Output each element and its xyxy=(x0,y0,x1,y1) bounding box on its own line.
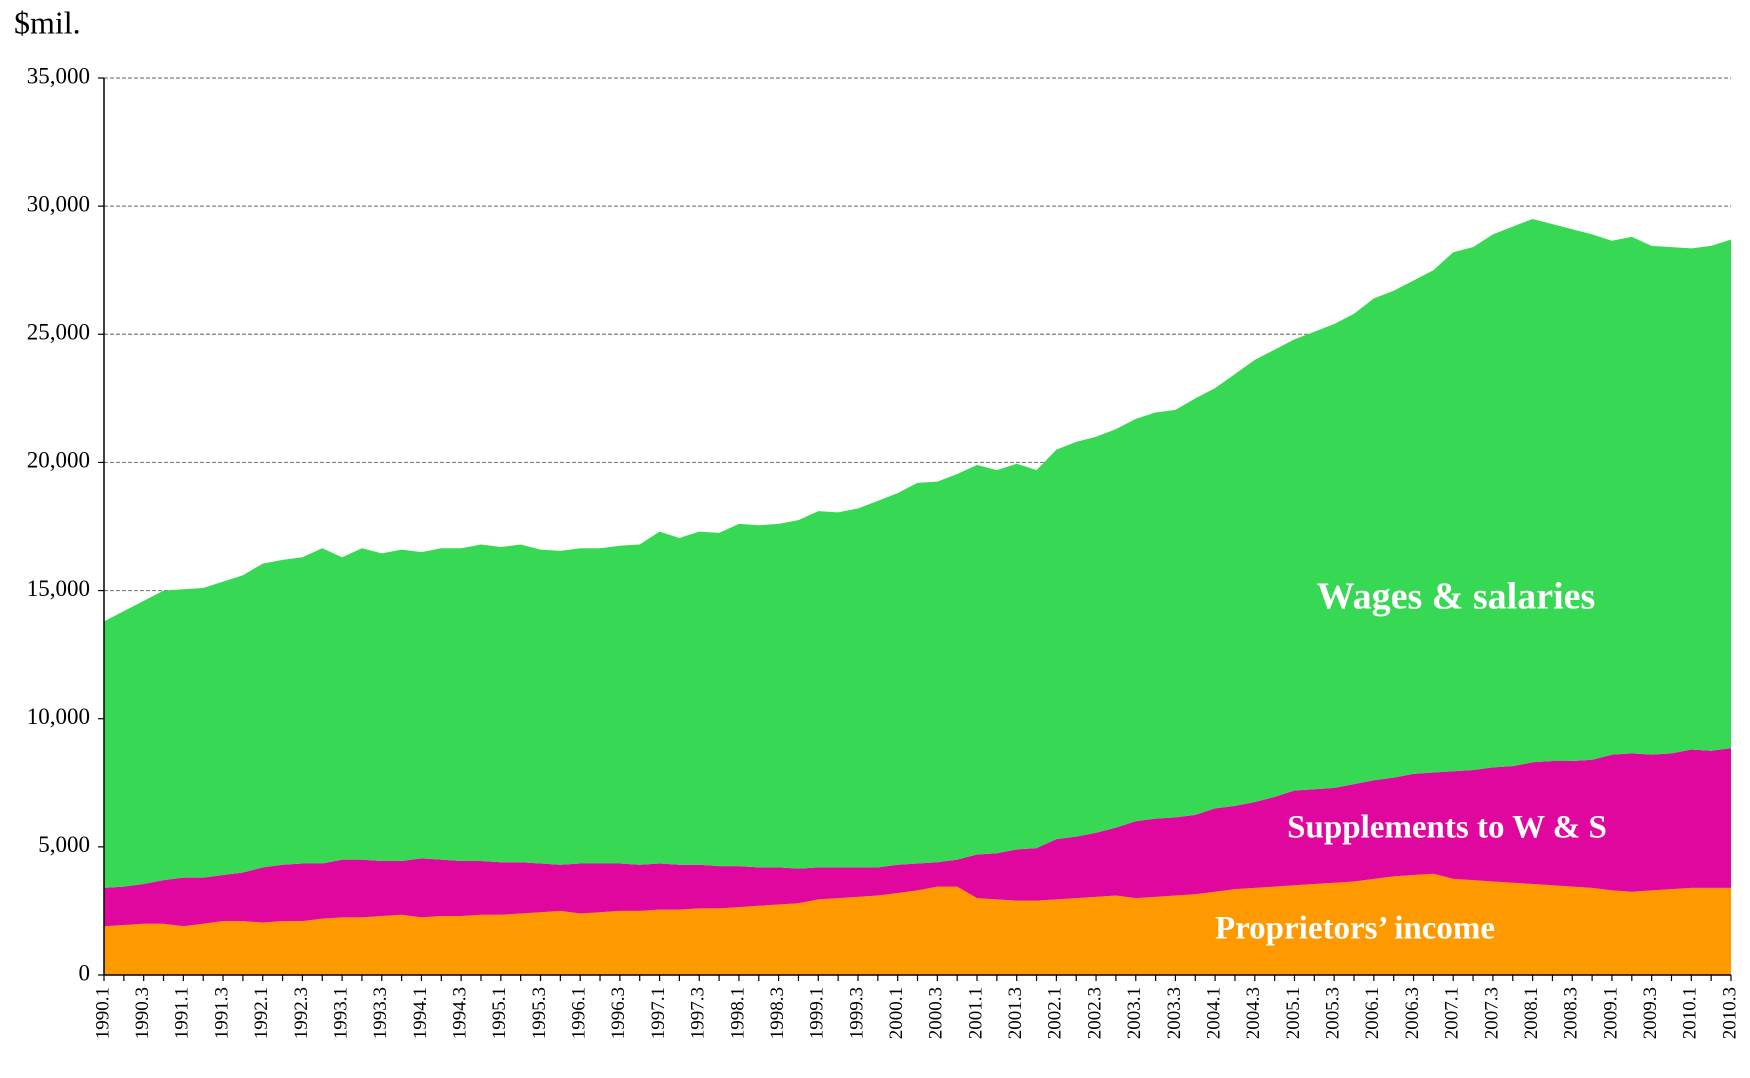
x-tick-label: 1991.1 xyxy=(172,987,193,1039)
series-label: Wages & salaries xyxy=(1317,576,1596,618)
x-tick-label: 1998.3 xyxy=(767,987,788,1039)
x-tick-label: 2004.1 xyxy=(1203,987,1224,1039)
x-tick-label: 1993.1 xyxy=(330,987,351,1039)
y-axis-label: $mil. xyxy=(14,4,81,40)
x-tick-label: 1999.3 xyxy=(846,987,867,1039)
x-tick-label: 1995.1 xyxy=(489,987,510,1039)
x-tick-label: 1996.1 xyxy=(569,987,590,1039)
y-tick-label: 30,000 xyxy=(27,191,90,216)
x-tick-label: 1999.1 xyxy=(807,987,828,1039)
y-tick-label: 5,000 xyxy=(38,832,90,857)
y-tick-label: 35,000 xyxy=(27,63,90,88)
area xyxy=(104,748,1731,927)
x-tick-label: 2008.1 xyxy=(1521,987,1542,1039)
x-tick-label: 2006.3 xyxy=(1402,987,1423,1039)
y-tick-label: 15,000 xyxy=(27,576,90,601)
x-tick-label: 1993.3 xyxy=(370,987,391,1039)
series-label: Proprietors’ income xyxy=(1215,911,1495,947)
x-tick-label: 1991.3 xyxy=(211,987,232,1039)
x-tick-label: 2000.3 xyxy=(926,987,947,1039)
x-tick-label: 1995.3 xyxy=(529,987,550,1039)
x-tick-label: 1992.3 xyxy=(291,987,312,1039)
x-tick-label: 2009.1 xyxy=(1600,987,1621,1039)
x-tick-label: 2002.3 xyxy=(1084,987,1105,1039)
x-tick-label: 2009.3 xyxy=(1640,987,1661,1039)
x-tick-label: 2004.3 xyxy=(1243,987,1264,1039)
x-tick-label: 2007.3 xyxy=(1481,987,1502,1039)
x-tick-label: 1992.1 xyxy=(251,987,272,1039)
x-tick-label: 1998.1 xyxy=(727,987,748,1039)
x-tick-label: 2002.1 xyxy=(1045,987,1066,1039)
y-tick-label: 25,000 xyxy=(27,320,90,345)
x-tick-label: 1990.1 xyxy=(92,987,113,1039)
x-tick-label: 2007.1 xyxy=(1442,987,1463,1039)
y-tick-label: 10,000 xyxy=(27,704,90,729)
y-tick-label: 0 xyxy=(79,960,91,985)
x-tick-label: 1994.1 xyxy=(410,987,431,1039)
x-tick-label: 1997.1 xyxy=(648,987,669,1039)
x-tick-label: 2010.3 xyxy=(1719,987,1740,1039)
x-tick-label: 2006.1 xyxy=(1362,987,1383,1039)
area xyxy=(104,218,1731,888)
x-tick-label: 2010.1 xyxy=(1680,987,1701,1039)
series-label: Supplements to W & S xyxy=(1287,810,1607,846)
x-tick-label: 2003.3 xyxy=(1164,987,1185,1039)
x-tick-label: 2000.1 xyxy=(886,987,907,1039)
x-tick-label: 1997.3 xyxy=(688,987,709,1039)
y-tick-label: 20,000 xyxy=(27,448,90,473)
x-tick-label: 2001.3 xyxy=(1005,987,1026,1039)
x-tick-label: 1996.3 xyxy=(608,987,629,1039)
x-tick-label: 1994.3 xyxy=(450,987,471,1039)
x-tick-label: 2003.1 xyxy=(1124,987,1145,1039)
area xyxy=(104,873,1731,975)
x-tick-label: 2005.3 xyxy=(1323,987,1344,1039)
x-tick-label: 1990.3 xyxy=(132,987,153,1039)
x-tick-label: 2001.1 xyxy=(965,987,986,1039)
x-tick-label: 2008.3 xyxy=(1561,987,1582,1039)
x-tick-label: 2005.1 xyxy=(1283,987,1304,1039)
